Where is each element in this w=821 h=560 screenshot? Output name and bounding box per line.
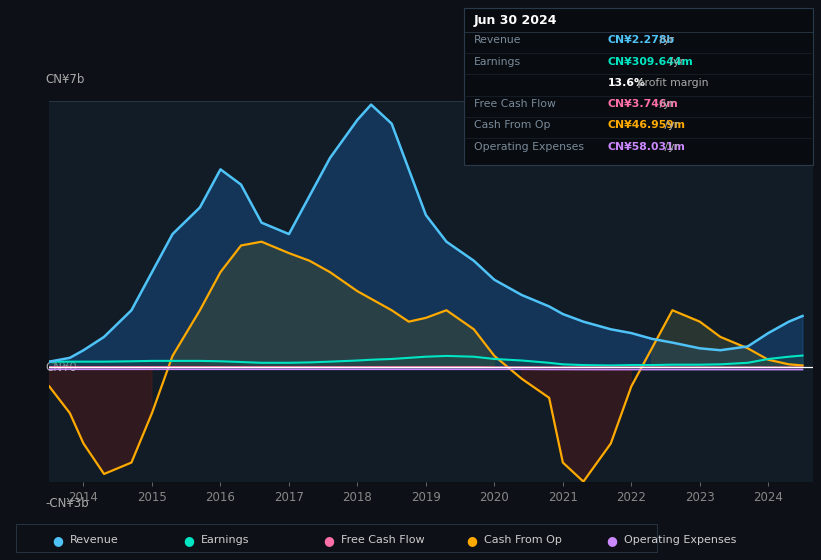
Text: ●: ●	[183, 534, 195, 547]
Text: ●: ●	[606, 534, 617, 547]
Text: Operating Expenses: Operating Expenses	[624, 535, 736, 545]
Text: /yr: /yr	[656, 99, 673, 109]
Text: Operating Expenses: Operating Expenses	[474, 142, 584, 152]
Text: ●: ●	[323, 534, 334, 547]
Text: Jun 30 2024: Jun 30 2024	[474, 14, 557, 27]
Text: CN¥46.959m: CN¥46.959m	[608, 120, 686, 130]
Text: Cash From Op: Cash From Op	[474, 120, 550, 130]
Text: Cash From Op: Cash From Op	[484, 535, 562, 545]
Text: CN¥58.031m: CN¥58.031m	[608, 142, 686, 152]
Text: Free Cash Flow: Free Cash Flow	[341, 535, 424, 545]
Text: CN¥2.278b: CN¥2.278b	[608, 35, 675, 45]
Text: 13.6%: 13.6%	[608, 78, 645, 88]
Text: /yr: /yr	[661, 120, 679, 130]
Text: /yr: /yr	[667, 57, 684, 67]
Text: /yr: /yr	[661, 142, 679, 152]
Text: Revenue: Revenue	[474, 35, 521, 45]
Text: ●: ●	[466, 534, 478, 547]
Text: Earnings: Earnings	[201, 535, 250, 545]
Text: -CN¥3b: -CN¥3b	[45, 497, 89, 510]
Text: Revenue: Revenue	[70, 535, 118, 545]
Text: CN¥0: CN¥0	[45, 361, 77, 374]
Text: /yr: /yr	[656, 35, 673, 45]
Text: CN¥7b: CN¥7b	[45, 73, 85, 86]
Text: Earnings: Earnings	[474, 57, 521, 67]
Text: profit margin: profit margin	[635, 78, 709, 88]
Text: CN¥3.746m: CN¥3.746m	[608, 99, 678, 109]
Text: ●: ●	[52, 534, 63, 547]
Text: CN¥309.644m: CN¥309.644m	[608, 57, 693, 67]
Text: Free Cash Flow: Free Cash Flow	[474, 99, 556, 109]
